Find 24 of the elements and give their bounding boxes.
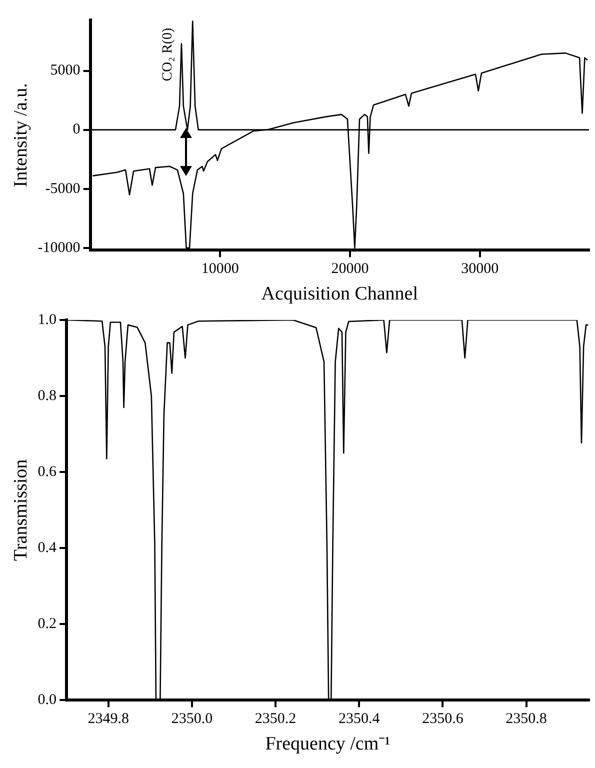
x-tick-label: 10000	[201, 261, 239, 278]
x-tick-label: 2350.8	[506, 711, 547, 728]
annotation: CO₂ R(0)	[160, 27, 176, 82]
x-tick-label: 2350.0	[171, 711, 213, 728]
x-tick-label: 2349.8	[88, 711, 129, 728]
x-axis-title: Frequency /cm⁻¹	[265, 734, 391, 755]
y-tick-label: 0.6	[38, 464, 58, 480]
y-tick-label: 0.0	[38, 692, 57, 708]
y-axis-title: Transmission	[10, 458, 32, 561]
x-tick-label: 2350.2	[254, 711, 296, 728]
y-tick-label: -5000	[45, 180, 80, 197]
y-tick-label: -10000	[38, 240, 80, 256]
y-tick-label: 0	[72, 122, 80, 138]
x-axis-title: Acquisition Channel	[261, 284, 418, 305]
y-tick-label: 0.4	[38, 540, 58, 556]
y-tick-label: 1.0	[38, 312, 57, 328]
y-tick-label: 0.2	[38, 616, 57, 632]
x-tick-label: 2350.6	[422, 711, 464, 728]
x-tick-label: 20000	[331, 261, 369, 278]
x-tick-label: 2350.4	[338, 711, 380, 728]
y-tick-label: 5000	[50, 62, 80, 79]
y-axis-title: Intensity /a.u.	[10, 83, 32, 188]
y-tick-label: 0.8	[38, 388, 57, 404]
x-tick-label: 30000	[461, 261, 499, 278]
